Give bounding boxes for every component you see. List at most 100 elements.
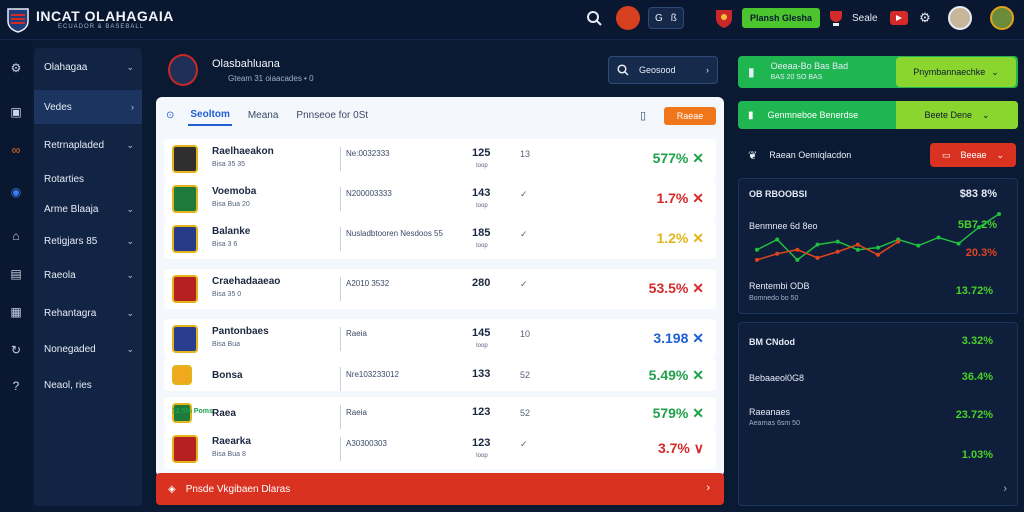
search-icon[interactable]: [586, 6, 602, 30]
notification-icon[interactable]: [888, 6, 910, 30]
series-0-point-9: [936, 235, 941, 240]
team-name: Bonsa: [212, 370, 243, 381]
chevron-down-icon: ⌄: [991, 66, 999, 77]
chevron-down-icon: ⌄: [126, 235, 134, 246]
nav-item-4[interactable]: Arme Blaaja ⌄: [34, 192, 142, 226]
promo-b-select[interactable]: Beete Dene ⌄: [896, 101, 1018, 129]
row-divider: [340, 405, 341, 429]
team-name: Craehadaaeao: [212, 276, 281, 287]
series-1-point-0: [755, 257, 759, 262]
shield-icon[interactable]: [712, 6, 736, 30]
series-0-point-5: [855, 247, 860, 252]
tab-2[interactable]: Pnnseoe for 0St: [296, 109, 369, 121]
team-crest-icon: [172, 365, 192, 385]
search-icon[interactable]: ⊙: [166, 109, 175, 121]
nav-item-label: Retigjars 85: [44, 235, 98, 247]
refresh-icon[interactable]: ↻: [10, 343, 22, 357]
match-code: N200003333: [346, 189, 392, 198]
search-button[interactable]: Geosood ›: [608, 56, 718, 84]
alert-text: Pnsde Vkgibaen Dlaras: [185, 483, 291, 495]
match-value-sub: Ioop: [476, 343, 488, 349]
trophy-icon[interactable]: [826, 6, 846, 30]
team-name: Raea: [212, 408, 236, 419]
nav-item-0[interactable]: Olahagaa ⌄: [34, 50, 142, 84]
table-row[interactable]: Raearka Bisa Bua 8 A30300303 123 Ioop ✓ 3.7% ∨: [164, 429, 716, 469]
link-icon[interactable]: ∞: [11, 143, 21, 157]
nav-item-6[interactable]: Raeola ⌄: [34, 258, 142, 292]
table-row[interactable]: Raelhaeakon Bisa 35 35 Ne:0032333 125 Ioop 13…: [164, 139, 716, 179]
chart-card-title: OB RBOOBSI: [749, 189, 808, 199]
flag-logo-icon[interactable]: [6, 7, 30, 33]
percent-value: 53.5%: [648, 280, 689, 296]
series-line-1: [756, 240, 899, 261]
user-row-button[interactable]: ▭ Beeae ⌄: [930, 143, 1016, 167]
avatar-secondary[interactable]: [990, 6, 1014, 30]
main-header: Olasbahluana Gteam 31 oiaacades • 0 Geos…: [160, 48, 720, 92]
percent-value: 1.7%: [656, 190, 689, 206]
nav-item-3[interactable]: Rotarties: [34, 162, 142, 196]
match-mark: 52: [520, 408, 531, 418]
document-icon[interactable]: ▯: [640, 110, 647, 122]
match-code: Nusladbtooren Nesdoos 55: [346, 229, 443, 238]
chevron-right-icon[interactable]: ›: [1003, 483, 1007, 495]
team-badge-icon[interactable]: [616, 6, 640, 30]
match-percent: 579% ✕: [653, 405, 704, 422]
match-code: Ne:0032333: [346, 149, 390, 158]
match-percent: 577% ✕: [653, 150, 704, 167]
nav-item-5[interactable]: Retigjars 85 ⌄: [34, 224, 142, 258]
match-percent: 5.49% ✕: [649, 367, 704, 384]
match-mark: ✓: [520, 229, 528, 239]
match-value-sub: Ioop: [476, 453, 488, 459]
table-row[interactable]: Bonsa Nre103233012 133 52 5.49% ✕: [164, 359, 716, 391]
percent-icon: ✕: [692, 190, 704, 206]
pill-a-label: G: [655, 12, 663, 24]
table-row[interactable]: Pantonbaes Bisa Bua Raeia 145 Ioop 10 3.198 ✕: [164, 319, 716, 359]
chart-card: OB RBOOBSI $83 8% Benmnee 6d 8eo 5B7 2% …: [738, 178, 1018, 314]
nav-item-8[interactable]: Nonegaded ⌄: [34, 332, 142, 366]
chevron-down-icon: ⌄: [996, 149, 1005, 160]
nav-item-label: Olahagaa: [44, 61, 88, 73]
bag-icon[interactable]: ▣: [10, 105, 22, 119]
grid-icon[interactable]: ▦: [10, 305, 22, 319]
alert-bar[interactable]: ◈ Pnsde Vkgibaen Dlaras ›: [156, 473, 724, 505]
sheet-icon: ▮: [748, 109, 754, 121]
help-icon[interactable]: ?: [12, 379, 20, 393]
percent-icon: ✕: [692, 367, 704, 383]
table-row[interactable]: Raea 12.5% Poms Raeia 123 52 579% ✕: [164, 397, 716, 429]
team-meta: 12.5% Poms: [172, 408, 213, 415]
book-icon[interactable]: ▤: [10, 267, 22, 281]
promo-a-button[interactable]: Pnymbannaechke ⌄: [896, 57, 1016, 87]
promo-button[interactable]: Plansh Glesha: [742, 8, 821, 28]
team-name: Pantonbaes: [212, 326, 269, 337]
nav-item-9[interactable]: Neaol, ries: [34, 368, 142, 402]
nav-item-2[interactable]: Retrnapladed ⌄: [34, 128, 142, 162]
team-name: Raearka: [212, 436, 251, 447]
match-value: 133: [472, 368, 491, 380]
table-row[interactable]: Craehadaaeao Bisa 35 0 A2010 3532 280 ✓ 53.5%…: [164, 269, 716, 309]
clock-icon[interactable]: ◉: [10, 185, 22, 199]
chevron-down-icon: ⌄: [126, 307, 134, 318]
percent-value: 3.7%: [657, 440, 690, 456]
table-row[interactable]: Balanke Bisa 3 6 Nusladbtooren Nesdoos 55 1…: [164, 219, 716, 259]
series-0-point-4: [835, 239, 840, 244]
match-mark: ✓: [520, 439, 528, 449]
avatar[interactable]: [948, 6, 972, 30]
nav-item-7[interactable]: Rehantagra ⌄: [34, 296, 142, 330]
tab-1[interactable]: Meana: [247, 109, 279, 121]
series-1-point-4: [835, 249, 840, 254]
calendar-icon: ▭: [941, 149, 951, 160]
matches-panel: ⊙ Seoltom Meana Pnnseoe for 0St ▯ Raeae …: [156, 97, 724, 477]
home-icon[interactable]: ⌂: [12, 229, 20, 243]
tab-0[interactable]: Seoltom: [188, 105, 232, 126]
percent-value: 577%: [652, 150, 689, 166]
promo-a-title: Oeeaa-Bo Bas Bad: [770, 61, 849, 71]
nav-item-1[interactable]: Vedes ›: [34, 90, 142, 124]
app-brand-subtitle: ECUADOR & BASEBALL: [58, 24, 145, 30]
table-row[interactable]: Voemoba Bisa Bua 20 N200003333 143 Ioop ✓ 1.7%…: [164, 179, 716, 219]
gear-icon[interactable]: ⚙: [10, 61, 22, 75]
action-button[interactable]: Raeae: [664, 107, 716, 125]
promo-card-b[interactable]: ▮ Genmneboe Benerdse Beete Dene ⌄: [738, 101, 1018, 129]
toggle-pill[interactable]: G ß: [648, 7, 684, 29]
settings-icon[interactable]: ⚙: [919, 10, 931, 25]
stat-value: 1.03%: [961, 449, 993, 461]
